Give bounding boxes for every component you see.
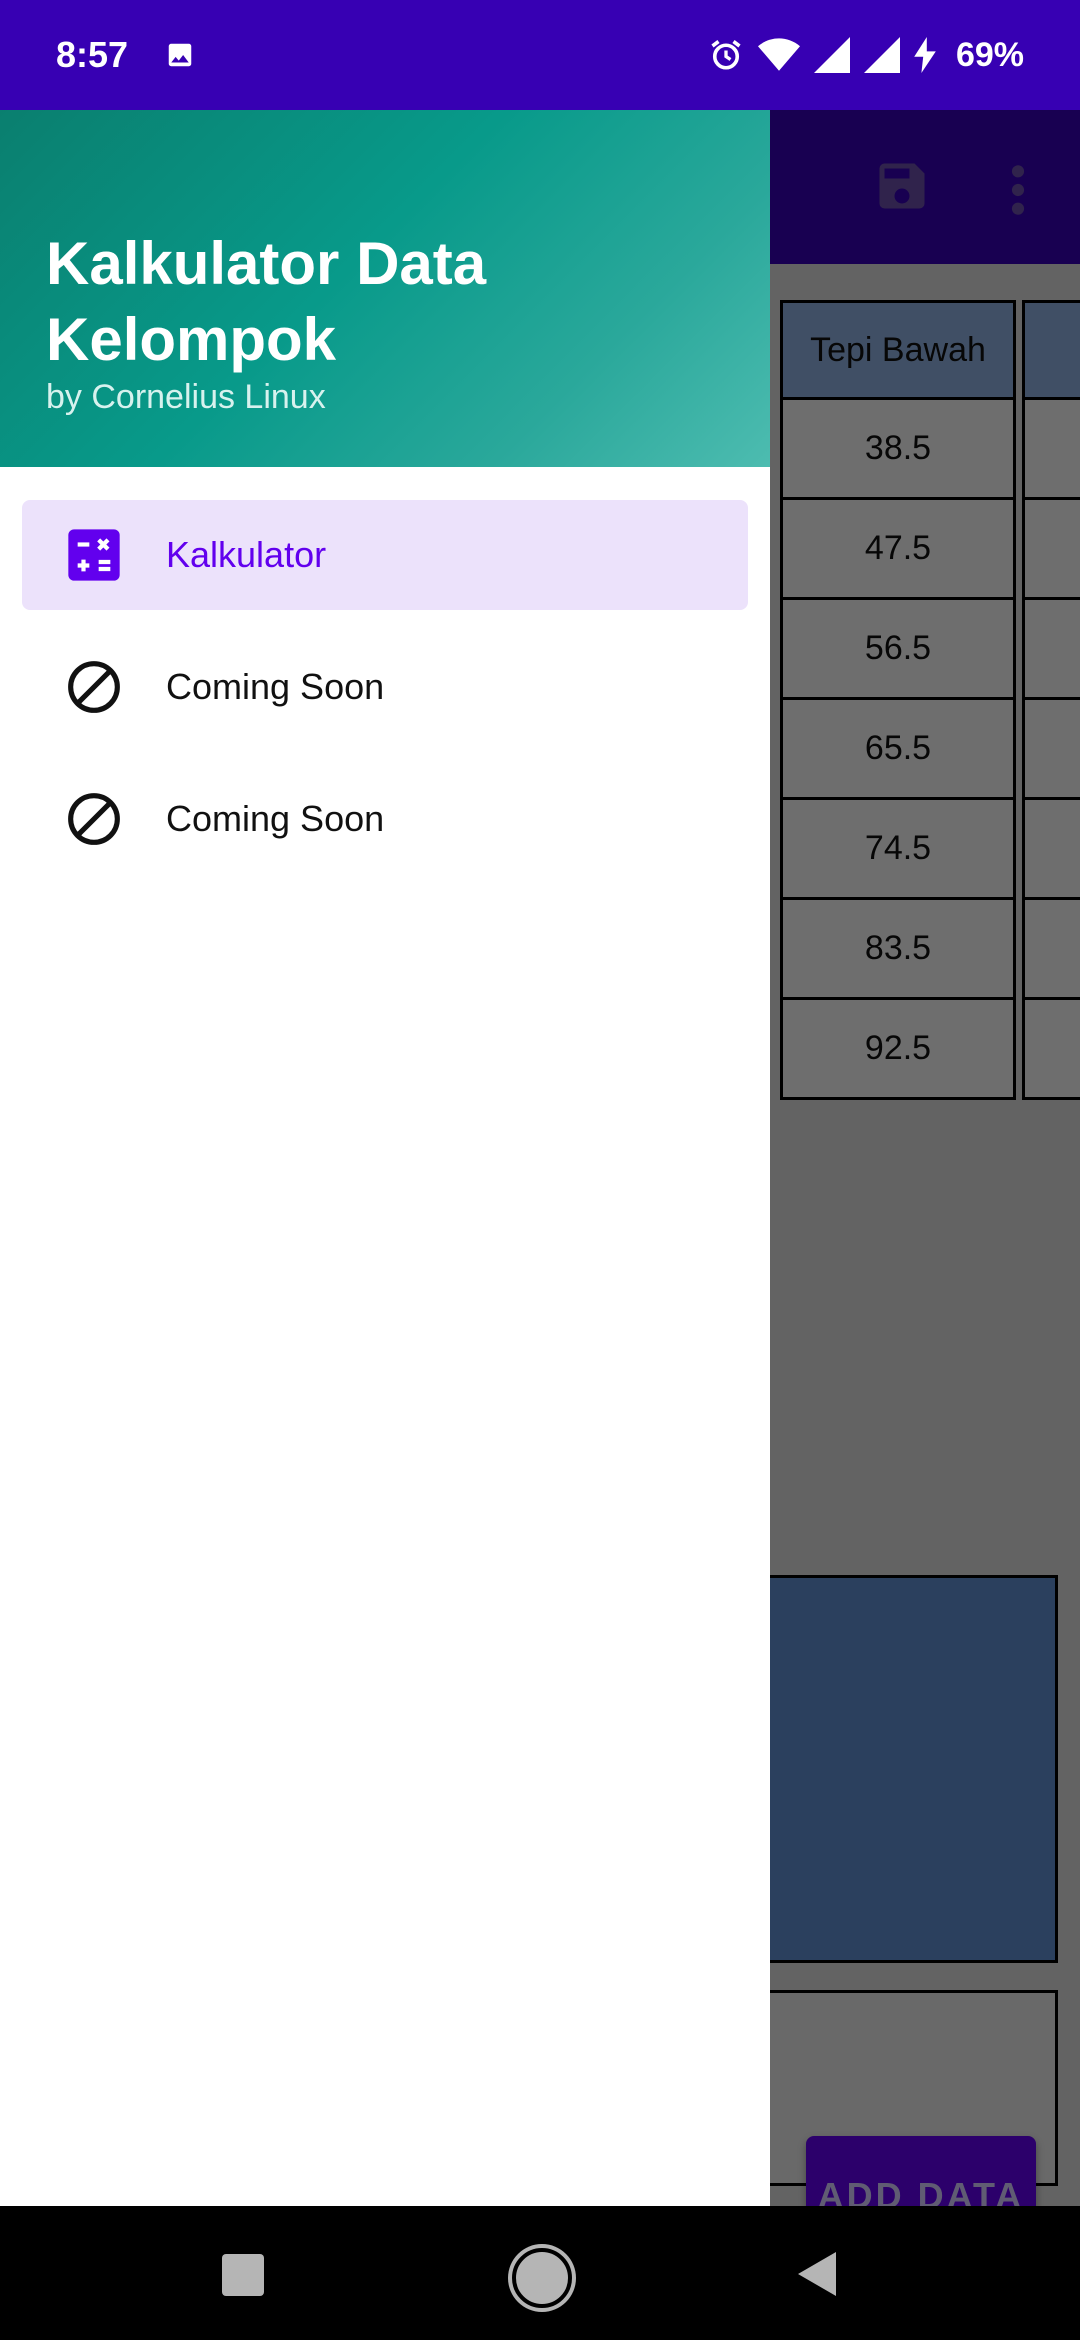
nav-item-coming-soon-2[interactable]: Coming Soon: [22, 764, 748, 874]
nav-item-label: Kalkulator: [166, 534, 327, 575]
wifi-icon: [757, 38, 800, 71]
battery-percent: 69%: [955, 35, 1024, 74]
navigation-drawer: Kalkulator Data Kelompok by Cornelius Li…: [0, 110, 770, 2206]
system-navigation-bar: [0, 2206, 1080, 2340]
drawer-title: Kalkulator Data Kelompok: [46, 230, 487, 373]
drawer-subtitle: by Cornelius Linux: [46, 378, 326, 416]
nav-item-coming-soon-1[interactable]: Coming Soon: [22, 632, 748, 742]
charging-icon: [914, 37, 936, 73]
status-bar: 8:57 69%: [0, 0, 1080, 110]
signal-icon: [863, 37, 900, 73]
home-button[interactable]: [512, 2248, 572, 2308]
block-icon: [68, 793, 120, 845]
drawer-header: Kalkulator Data Kelompok by Cornelius Li…: [0, 110, 770, 467]
status-time: 8:57: [56, 34, 129, 75]
signal-icon: [813, 37, 850, 73]
nav-item-kalkulator[interactable]: Kalkulator: [22, 500, 748, 610]
recents-button[interactable]: [222, 2254, 264, 2296]
calculator-icon: [68, 529, 120, 581]
nav-item-label: Coming Soon: [166, 798, 385, 839]
image-icon: [168, 43, 192, 67]
block-icon: [68, 661, 120, 713]
nav-item-label: Coming Soon: [166, 666, 385, 707]
back-button[interactable]: [798, 2252, 836, 2296]
alarm-icon: [711, 40, 741, 70]
